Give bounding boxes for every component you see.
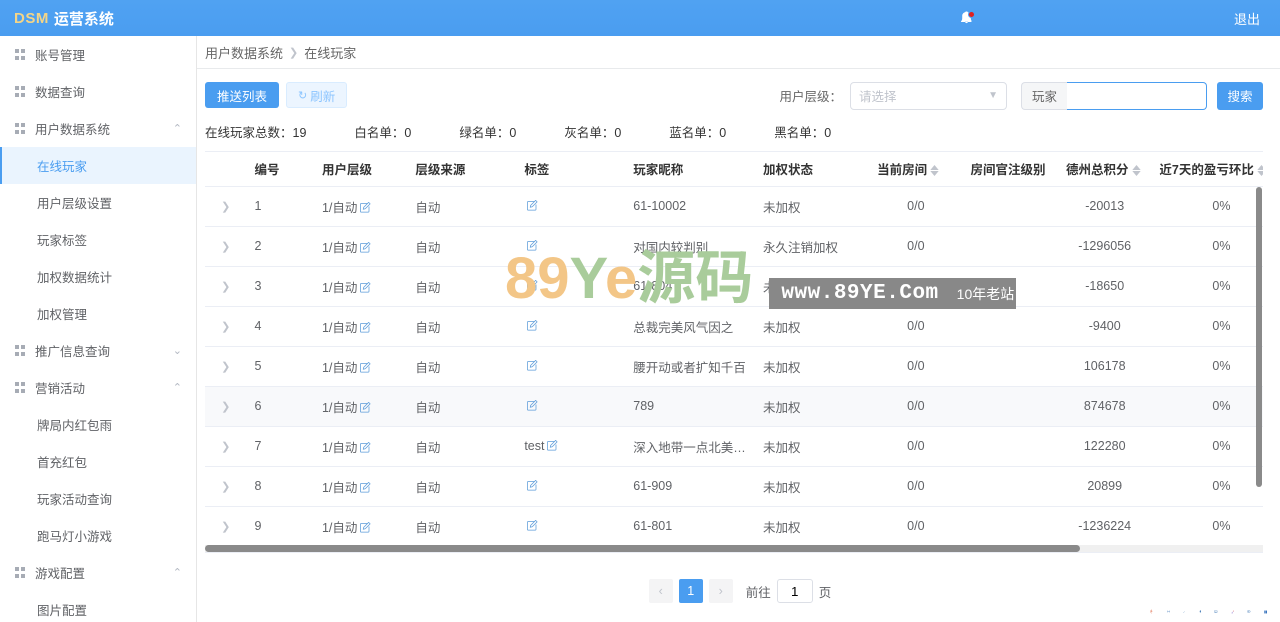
svg-text:S: S bbox=[1151, 611, 1153, 613]
